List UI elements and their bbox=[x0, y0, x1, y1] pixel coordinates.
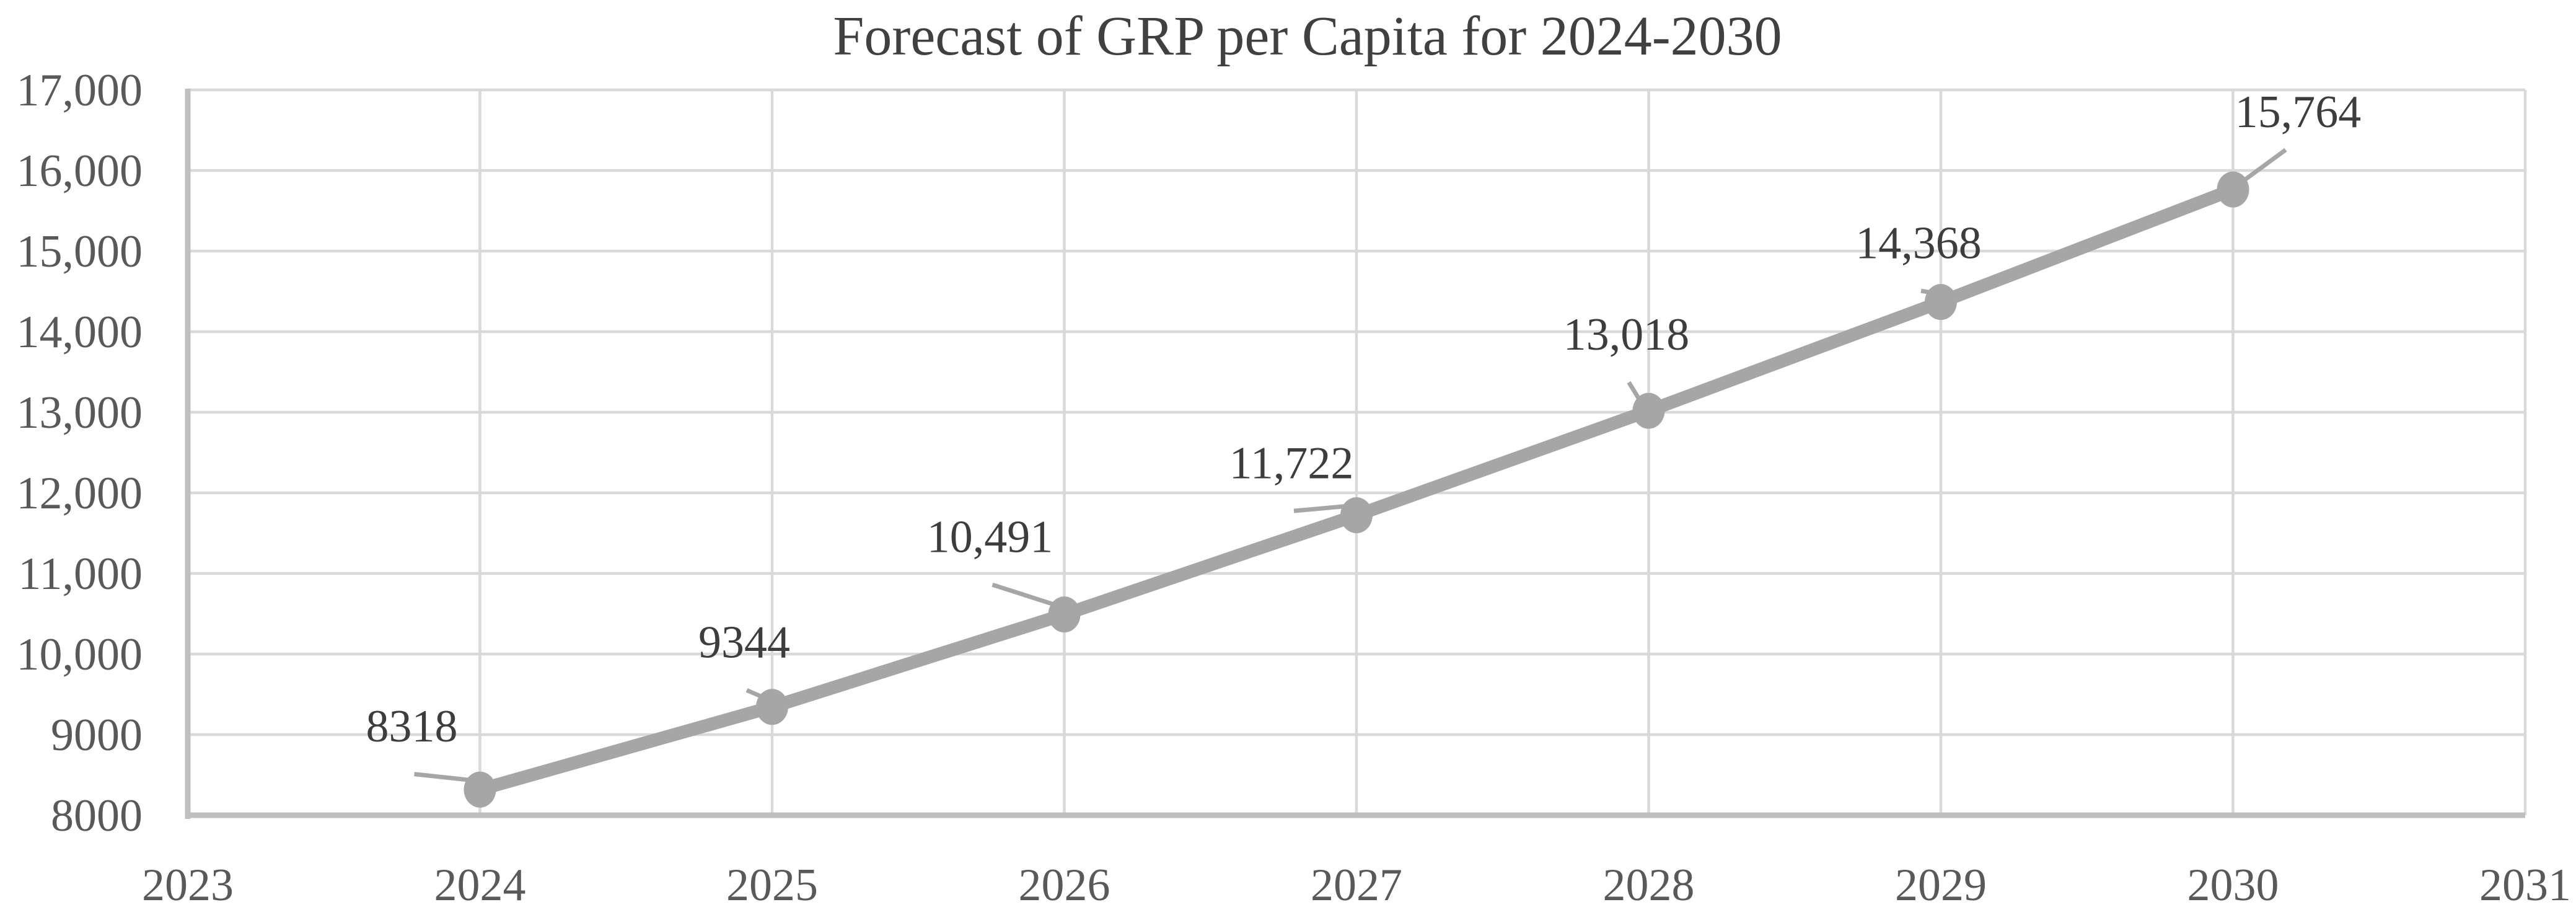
data-label: 9344 bbox=[698, 617, 790, 668]
y-tick-label: 14,000 bbox=[17, 307, 143, 358]
data-point-marker bbox=[1048, 596, 1081, 633]
data-point-marker bbox=[1632, 392, 1665, 429]
x-tick-label: 2027 bbox=[1311, 860, 1402, 911]
data-label-leader-lines bbox=[414, 148, 2287, 783]
data-point-markers bbox=[464, 171, 2249, 808]
y-tick-label: 17,000 bbox=[17, 65, 143, 116]
y-axis-tick-labels: 8000 9000 10,000 11,000 12,000 13,000 14,000 15… bbox=[17, 65, 143, 841]
x-tick-label: 2024 bbox=[434, 860, 526, 911]
leader-line bbox=[991, 582, 1057, 608]
data-label: 10,491 bbox=[927, 511, 1053, 562]
y-tick-label: 9000 bbox=[51, 710, 143, 761]
data-point-marker bbox=[756, 689, 788, 725]
leader-line bbox=[2240, 148, 2287, 184]
data-labels: 8318 9344 10,491 11,722 13,018 14,368 15,764 bbox=[366, 87, 2362, 752]
x-tick-label: 2026 bbox=[1019, 860, 1110, 911]
data-label: 11,722 bbox=[1229, 438, 1354, 489]
axis-lines bbox=[185, 89, 2525, 819]
x-axis-tick-labels: 2023 2024 2025 2026 2027 2028 2029 2030 2031 bbox=[142, 860, 2571, 911]
data-point-marker bbox=[464, 771, 496, 808]
y-tick-label: 13,000 bbox=[17, 387, 143, 438]
x-tick-label: 2023 bbox=[142, 860, 234, 911]
data-point-marker bbox=[1340, 497, 1373, 534]
leader-line bbox=[414, 772, 472, 783]
x-tick-label: 2028 bbox=[1603, 860, 1695, 911]
chart-title: Forecast of GRP per Capita for 2024-2030 bbox=[833, 6, 1782, 67]
leader-line bbox=[1293, 503, 1349, 513]
y-tick-label: 11,000 bbox=[18, 549, 143, 599]
y-tick-label: 16,000 bbox=[17, 146, 143, 197]
data-point-marker bbox=[1925, 284, 1957, 321]
data-label: 13,018 bbox=[1563, 309, 1690, 360]
y-tick-label: 8000 bbox=[51, 790, 143, 841]
data-label: 8318 bbox=[366, 701, 458, 752]
y-tick-label: 15,000 bbox=[17, 226, 143, 277]
gridlines bbox=[188, 88, 2527, 815]
x-tick-label: 2030 bbox=[2187, 860, 2279, 911]
y-tick-label: 12,000 bbox=[17, 468, 143, 519]
data-label: 14,368 bbox=[1855, 218, 1982, 268]
y-tick-label: 10,000 bbox=[17, 629, 143, 680]
data-label: 15,764 bbox=[2235, 87, 2362, 138]
data-point-marker bbox=[2217, 171, 2249, 208]
x-tick-label: 2025 bbox=[726, 860, 818, 911]
x-tick-label: 2031 bbox=[2479, 860, 2571, 911]
x-tick-label: 2029 bbox=[1895, 860, 1987, 911]
